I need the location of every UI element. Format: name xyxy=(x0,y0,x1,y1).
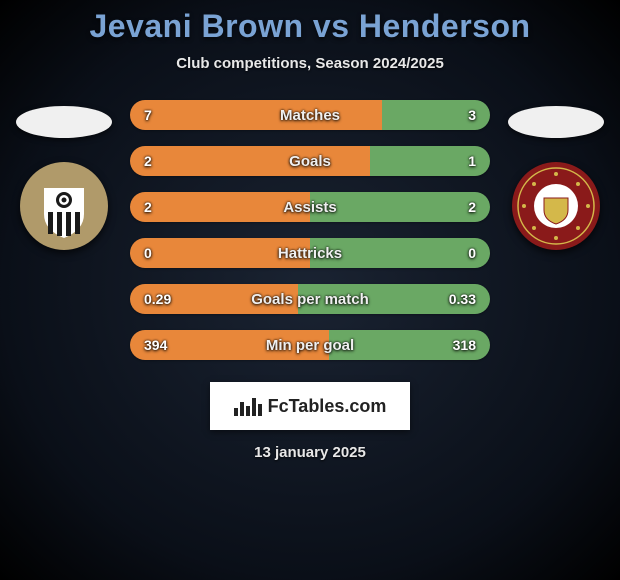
stat-label: Goals per match xyxy=(251,291,369,308)
accrington-crest-icon xyxy=(512,162,600,250)
stat-right-value: 0.33 xyxy=(449,291,476,307)
right-club-badge xyxy=(512,162,600,250)
branding-text: FcTables.com xyxy=(268,396,387,417)
stat-label: Goals xyxy=(289,153,331,170)
subtitle: Club competitions, Season 2024/2025 xyxy=(0,55,620,72)
stat-right-value: 0 xyxy=(468,245,476,261)
chart-icon xyxy=(234,396,262,416)
stat-bar: 394 318 Min per goal xyxy=(130,330,490,360)
stat-bar: 0.29 0.33 Goals per match xyxy=(130,284,490,314)
left-club-badge xyxy=(20,162,108,250)
date-text: 13 january 2025 xyxy=(0,444,620,461)
stat-bar: 2 2 Assists xyxy=(130,192,490,222)
left-flag-icon xyxy=(16,106,112,138)
stat-label: Matches xyxy=(280,107,340,124)
stat-left-value: 0 xyxy=(144,245,152,261)
stat-right-value: 318 xyxy=(453,337,476,353)
branding-box: FcTables.com xyxy=(210,382,410,430)
stat-right-value: 2 xyxy=(468,199,476,215)
stat-bar: 2 1 Goals xyxy=(130,146,490,176)
stat-right-value: 3 xyxy=(468,107,476,123)
stat-right-fill xyxy=(310,192,490,222)
right-flag-icon xyxy=(508,106,604,138)
right-player-col xyxy=(502,100,610,250)
stat-label: Hattricks xyxy=(278,245,342,262)
comparison-row: 7 3 Matches 2 1 Goals 2 2 Assists 0 0 Hattricks 0.29… xyxy=(0,100,620,360)
stat-label: Assists xyxy=(283,199,336,216)
stat-left-value: 7 xyxy=(144,107,152,123)
stats-column: 7 3 Matches 2 1 Goals 2 2 Assists 0 0 Hattricks 0.29… xyxy=(130,100,490,360)
stat-bar: 0 0 Hattricks xyxy=(130,238,490,268)
page-title: Jevani Brown vs Henderson xyxy=(0,8,620,45)
stat-label: Min per goal xyxy=(266,337,354,354)
stat-bar: 7 3 Matches xyxy=(130,100,490,130)
stat-left-value: 394 xyxy=(144,337,167,353)
stat-left-fill xyxy=(130,100,382,130)
stat-left-fill xyxy=(130,146,370,176)
left-player-col xyxy=(10,100,118,250)
stat-left-value: 0.29 xyxy=(144,291,171,307)
stat-left-value: 2 xyxy=(144,199,152,215)
stat-right-value: 1 xyxy=(468,153,476,169)
stat-left-value: 2 xyxy=(144,153,152,169)
notts-county-crest-icon xyxy=(24,166,104,246)
